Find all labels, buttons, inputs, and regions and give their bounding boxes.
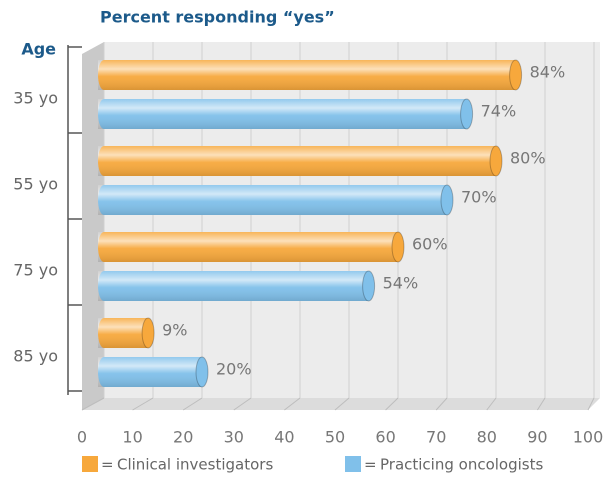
value-label: 60% [412,235,448,254]
floor-grid-line [486,397,497,411]
side-wall [82,42,104,410]
x-tick-label: 50 [325,428,345,447]
value-label: 9% [162,321,187,340]
bar-shine [98,232,398,262]
floor-grid-line [132,397,154,411]
bar-group [98,270,376,302]
bar-cap-right [362,270,376,302]
floor-grid-line [587,397,595,411]
y-tick-label: 35 yo [13,89,58,108]
floor-grid-line [233,397,252,411]
bar-cap-right [460,98,474,130]
x-tick-label: 10 [122,428,142,447]
floor-grid-line [182,397,203,411]
legend-prefix: = [364,456,377,474]
bar-cap-right [391,231,405,263]
bar-shine [98,357,202,387]
floor-grid-line [385,397,399,411]
bar-cap-right [509,59,523,91]
bar-group [98,317,155,349]
bar-shine [98,99,467,129]
value-label: 54% [383,274,419,293]
back-wall [104,42,600,398]
y-tick-label: 85 yo [13,347,58,366]
x-tick-label: 80 [477,428,497,447]
x-tick-label: 90 [527,428,547,447]
value-label: 80% [510,149,546,168]
legend-swatch [82,456,98,472]
legend-swatch [345,456,361,472]
x-tick-label: 60 [375,428,395,447]
floor-grid-line [334,397,350,411]
bar-shine [98,318,149,348]
floor-grid-line [435,397,448,411]
y-axis-label: Age [21,40,56,59]
legend-prefix: = [101,456,114,474]
bar-cap-right [195,356,209,388]
legend-label: Practicing oncologists [380,456,543,474]
floor-grid-line [284,397,301,411]
bar-cap-right [489,145,503,177]
floor [82,398,600,410]
x-tick-label: 0 [77,428,87,447]
y-tick-label: 75 yo [13,261,58,280]
floor-grid-line [81,397,105,411]
value-label: 20% [216,360,252,379]
bar-group [98,59,523,91]
bar-shine [98,146,496,176]
bar-group [98,231,405,263]
bar-group [98,98,474,130]
x-tick-label: 20 [173,428,193,447]
bar-group [98,184,454,216]
value-label: 70% [461,188,497,207]
bar-shine [98,60,516,90]
value-label: 74% [481,102,517,121]
bar-group [98,145,503,177]
bar-cap-right [440,184,454,216]
x-tick-label: 30 [224,428,244,447]
value-label: 84% [530,63,566,82]
legend-label: Clinical investigators [117,456,273,474]
bar-shine [98,271,369,301]
bar-shine [98,185,447,215]
y-tick-label: 55 yo [13,175,58,194]
x-tick-label: 70 [426,428,446,447]
chart-title: Percent responding “yes” [100,8,335,27]
x-tick-label: 100 [573,428,604,447]
bar-group [98,356,209,388]
bar-cap-right [141,317,155,349]
x-tick-label: 40 [274,428,294,447]
floor-grid-line [536,397,546,411]
